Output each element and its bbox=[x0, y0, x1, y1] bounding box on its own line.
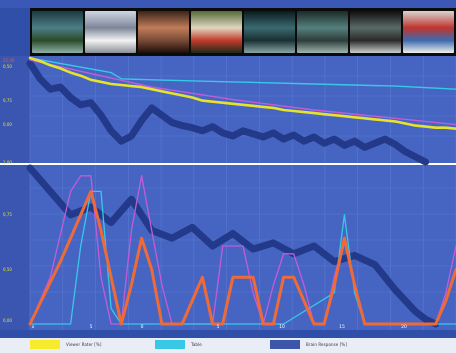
legend-item-viewer-rater: Viewer Rater [%] bbox=[30, 340, 101, 349]
thumb-hands-face bbox=[138, 11, 189, 53]
series-viewer-fit bbox=[28, 56, 456, 130]
thumb-lake-mountains bbox=[32, 11, 83, 53]
thumbnail-strip bbox=[30, 8, 456, 56]
legend-label-table: Table bbox=[191, 342, 202, 347]
y-label-bottom-3: 0,00 bbox=[3, 318, 12, 323]
y-label-top-0: 25,00 bbox=[3, 58, 15, 63]
series-orange bbox=[28, 189, 456, 326]
legend-item-brain-response: Brain Response [%] bbox=[270, 340, 347, 349]
chart-svg: 25,000,500,750,001,000,750,500,00o 5 0 5 10 1… bbox=[0, 56, 456, 330]
series-brain-response-upper bbox=[26, 59, 430, 166]
x-tick-label: 5 bbox=[90, 324, 93, 330]
thumb-dark-lake bbox=[244, 11, 295, 53]
chart: 25,00 0,50 0,75 0,00 1,00 0,75 0,50 0,00 o 5 0 5 10 1… bbox=[0, 56, 456, 330]
y-label-top-2: 0,75 bbox=[3, 98, 12, 103]
series-cyan-lower bbox=[29, 190, 456, 325]
legend-item-table: Table bbox=[155, 340, 202, 349]
thumb-forest-water bbox=[297, 11, 348, 53]
y-axis-gutter bbox=[0, 56, 30, 330]
thumb-hand-card bbox=[191, 11, 242, 53]
legend-swatch-viewer-rater bbox=[30, 340, 60, 349]
legend-swatch-table bbox=[155, 340, 185, 349]
series-magenta-upper bbox=[29, 59, 456, 126]
y-label-bottom-2: 0,50 bbox=[3, 267, 12, 272]
top-bar bbox=[0, 0, 456, 8]
thumb-bright-sky bbox=[85, 11, 136, 53]
thumb-colorful-text bbox=[403, 11, 454, 53]
y-label-top-3: 0,00 bbox=[3, 122, 12, 127]
series-brain-response-lower bbox=[26, 164, 440, 328]
legend-swatch-brain-response bbox=[270, 340, 300, 349]
x-tick-label: 15 bbox=[339, 324, 345, 330]
y-label-bottom-0: 1,00 bbox=[3, 160, 12, 165]
y-label-top-1: 0,50 bbox=[3, 64, 12, 69]
thumb-machinery bbox=[350, 11, 401, 53]
x-tick-label: 10 bbox=[279, 324, 285, 330]
x-tick-label: 5 bbox=[217, 324, 220, 330]
legend: Viewer Rater [%] Table Brain Response [%… bbox=[0, 338, 456, 353]
y-label-bottom-1: 0,75 bbox=[3, 212, 12, 217]
series-cyan-upper bbox=[29, 57, 456, 90]
legend-label-viewer-rater: Viewer Rater [%] bbox=[66, 342, 102, 347]
legend-label-brain-response: Brain Response [%] bbox=[306, 342, 347, 347]
x-tick-label: o bbox=[32, 325, 35, 330]
x-tick-label: 0 bbox=[141, 324, 144, 330]
x-tick-label: 20 bbox=[401, 324, 407, 330]
